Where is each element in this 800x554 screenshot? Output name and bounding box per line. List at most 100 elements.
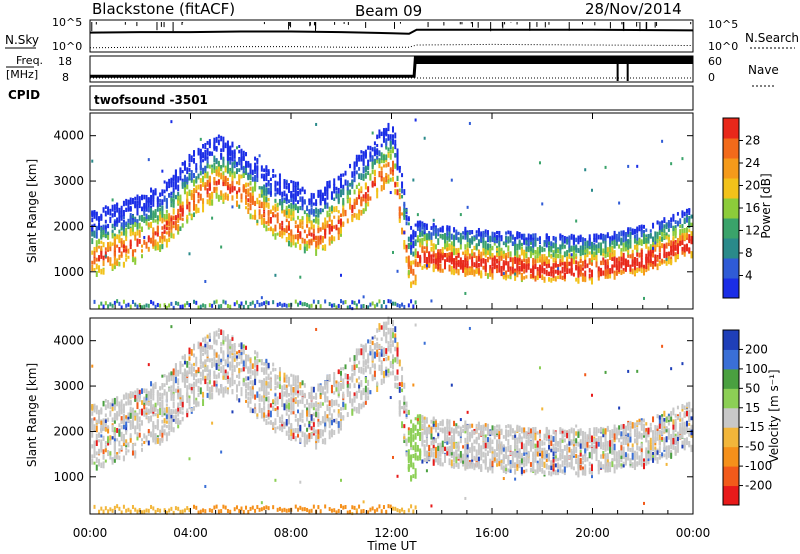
- power-cell: [267, 188, 270, 195]
- power-cell: [251, 214, 254, 220]
- power-cell: [570, 255, 573, 261]
- power-cell: [163, 230, 166, 234]
- power-cell: [407, 255, 410, 263]
- velocity-cell: [195, 378, 198, 384]
- power-cell: [403, 240, 406, 247]
- power-cell: [643, 230, 646, 234]
- velocity-cell: [188, 347, 191, 355]
- power-cell: [419, 232, 422, 238]
- power-cell: [559, 233, 562, 239]
- velocity-cell: [281, 398, 284, 405]
- velocity-cell: [317, 388, 320, 392]
- power-cell: [373, 158, 376, 165]
- power-cell: [561, 234, 564, 239]
- power-cell: [193, 205, 196, 211]
- power-cell: [475, 260, 478, 268]
- power-cell: [604, 234, 607, 240]
- velocity-near-range-cell: [172, 510, 175, 515]
- power-cell: [355, 154, 358, 160]
- power-cell: [301, 198, 304, 203]
- velocity-cell: [193, 395, 196, 401]
- power-cell: [220, 195, 223, 200]
- power-sparse-cell: [425, 264, 428, 268]
- velocity-cell: [287, 392, 290, 397]
- power-cell: [676, 254, 679, 259]
- power-cell: [283, 231, 286, 236]
- power-cell: [269, 209, 272, 214]
- velocity-sparse-cell: [170, 325, 173, 329]
- power-cell: [292, 199, 295, 205]
- power-cell: [231, 186, 234, 191]
- power-cell: [107, 256, 110, 263]
- power-cell: [466, 256, 469, 262]
- power-cell: [518, 254, 521, 259]
- power-cell: [468, 230, 471, 235]
- power-near-range-cell: [328, 302, 331, 307]
- power-cell: [339, 213, 342, 218]
- power-cell: [193, 159, 196, 164]
- power-cell: [206, 148, 209, 152]
- power-cell: [95, 263, 98, 270]
- power-cell: [111, 204, 114, 212]
- power-cell: [330, 219, 333, 226]
- velocity-cell: [147, 391, 150, 397]
- power-cell: [457, 260, 460, 266]
- power-cell: [358, 167, 361, 171]
- velocity-cell: [267, 398, 270, 403]
- velocity-cell: [278, 371, 281, 377]
- power-cell: [423, 253, 426, 258]
- power-cell: [475, 244, 478, 250]
- power-cell: [536, 275, 539, 281]
- power-cell: [661, 261, 664, 265]
- power-near-range-cell: [147, 303, 150, 308]
- power-cell: [590, 248, 593, 254]
- power-cell: [113, 211, 116, 217]
- power-cell: [611, 235, 614, 241]
- power-near-range-cell: [240, 301, 243, 306]
- noise-right-label: N.Search: [745, 31, 799, 45]
- velocity-cell: [190, 383, 193, 387]
- power-cell: [326, 187, 329, 191]
- power-cell: [120, 211, 123, 218]
- power-cell: [319, 227, 322, 232]
- power-cell: [249, 186, 252, 191]
- power-near-range-cell: [398, 304, 401, 309]
- power-cell: [667, 251, 670, 256]
- velocity-cell: [122, 419, 125, 426]
- frequency-panel: Freq. [MHz] CPID 18 8 60 0 Nave: [6, 54, 779, 102]
- velocity-cell: [195, 382, 198, 387]
- velocity-cell: [285, 419, 288, 426]
- power-cell: [177, 208, 180, 215]
- power-cell: [414, 242, 417, 247]
- power-cell: [339, 177, 342, 183]
- velocity-cell: [337, 409, 340, 416]
- velocity-cell: [165, 424, 168, 429]
- velocity-sparse-cell: [231, 410, 234, 414]
- power-cell: [432, 258, 435, 264]
- power-cell: [197, 199, 200, 203]
- power-cell: [321, 244, 324, 249]
- power-cell: [554, 243, 557, 251]
- power-cell: [351, 171, 354, 178]
- power-cell: [308, 198, 311, 203]
- power-sparse-cell: [459, 213, 462, 217]
- velocity-cell: [337, 392, 340, 397]
- power-cell: [656, 231, 659, 236]
- velocity-cell: [165, 434, 168, 442]
- power-cell: [231, 180, 234, 186]
- power-cell: [285, 194, 288, 201]
- velocity-cell: [197, 341, 200, 348]
- velocity-cell: [235, 355, 238, 359]
- power-cell: [353, 161, 356, 168]
- velocity-cell: [326, 396, 329, 403]
- power-cell: [335, 205, 338, 212]
- power-cell: [455, 269, 458, 274]
- power-cell: [319, 208, 322, 213]
- power-cell: [161, 244, 164, 250]
- velocity-cell: [165, 391, 168, 396]
- power-cell: [330, 191, 333, 196]
- velocity-near-range-cell: [156, 507, 159, 512]
- velocity-cell: [111, 457, 114, 463]
- power-cell: [136, 203, 139, 210]
- power-cell: [156, 232, 159, 237]
